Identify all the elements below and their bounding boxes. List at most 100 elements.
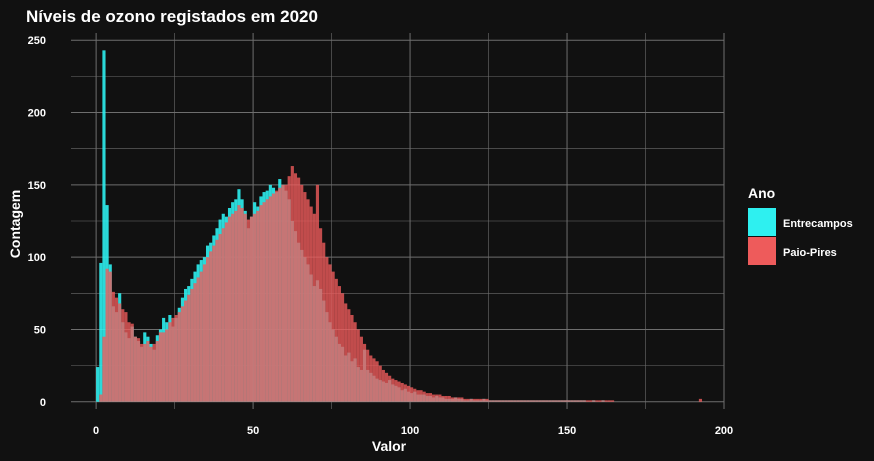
bar-paio-pires — [278, 187, 282, 402]
legend-swatch-entrecampos — [748, 208, 776, 236]
x-tick-label: 100 — [401, 425, 419, 437]
bar-paio-pires — [143, 343, 147, 402]
bar-paio-pires — [444, 395, 448, 402]
bar-paio-pires — [162, 332, 166, 402]
bar-paio-pires — [130, 323, 134, 402]
bar-paio-pires — [136, 338, 141, 402]
bar-paio-pires — [359, 336, 363, 402]
bar-entrecampos — [99, 262, 103, 402]
bar-paio-pires — [353, 322, 357, 402]
bar-paio-pires — [331, 271, 335, 402]
bar-paio-pires — [532, 400, 536, 402]
bar-paio-pires — [501, 400, 505, 402]
bar-paio-pires — [171, 317, 175, 402]
bar-paio-pires — [381, 369, 385, 402]
bar-paio-pires — [567, 400, 571, 402]
bar-paio-pires — [187, 294, 191, 402]
bar-paio-pires — [319, 228, 323, 402]
bar-paio-pires — [224, 222, 228, 402]
bar-paio-pires — [344, 303, 348, 402]
bar-paio-pires — [582, 400, 586, 402]
bar-paio-pires — [281, 184, 285, 402]
bar-paio-pires — [347, 309, 351, 402]
bar-paio-pires — [482, 398, 486, 402]
bar-paio-pires — [388, 375, 392, 402]
bar-paio-pires — [460, 397, 464, 402]
bar-paio-pires — [466, 398, 470, 402]
bar-paio-pires — [328, 264, 332, 402]
y-tick-label: 200 — [28, 108, 46, 120]
bar-paio-pires — [234, 210, 238, 402]
bar-paio-pires — [601, 400, 605, 402]
bar-paio-pires — [334, 278, 338, 402]
bar-paio-pires — [99, 394, 103, 402]
bar-paio-pires — [551, 400, 555, 402]
bar-paio-pires — [570, 400, 574, 402]
y-tick-label: 100 — [28, 252, 46, 264]
bar-paio-pires — [246, 219, 250, 402]
bar-paio-pires — [293, 173, 298, 402]
bar-paio-pires — [607, 400, 611, 402]
bar-entrecampos — [96, 367, 100, 402]
bar-paio-pires — [589, 400, 593, 402]
bar-paio-pires — [227, 216, 232, 402]
bar-paio-pires — [312, 213, 316, 402]
bar-paio-pires — [369, 355, 373, 402]
bar-paio-pires — [196, 277, 200, 402]
bar-paio-pires — [384, 372, 389, 402]
bar-paio-pires — [221, 228, 225, 402]
bar-paio-pires — [610, 400, 615, 402]
bar-paio-pires — [435, 394, 439, 402]
bar-paio-pires — [479, 398, 483, 402]
bar-paio-pires — [422, 391, 426, 402]
bar-paio-pires — [140, 343, 144, 402]
bar-paio-pires — [127, 322, 131, 402]
x-tick-label: 50 — [247, 425, 259, 437]
bar-paio-pires — [271, 193, 276, 402]
bar-paio-pires — [190, 288, 194, 402]
bar-paio-pires — [598, 400, 602, 402]
bar-paio-pires — [378, 365, 382, 402]
y-tick-label: 50 — [34, 324, 46, 336]
bar-paio-pires — [275, 190, 279, 402]
bar-paio-pires — [529, 400, 533, 402]
bar-paio-pires — [362, 343, 367, 402]
x-tick-label: 200 — [715, 425, 733, 437]
bar-paio-pires — [548, 400, 552, 402]
bar-paio-pires — [177, 312, 181, 402]
bar-paio-pires — [410, 387, 414, 402]
bar-paio-pires — [287, 176, 291, 402]
bar-paio-pires — [124, 312, 128, 402]
y-axis-ticks: 0 50 100 150 200 250 — [28, 35, 46, 409]
bar-paio-pires — [463, 398, 467, 402]
bar-paio-pires — [303, 192, 307, 402]
bar-paio-pires — [475, 398, 480, 402]
bar-paio-pires — [212, 245, 216, 402]
bar-paio-pires — [497, 400, 502, 402]
legend-title: Ano — [748, 185, 775, 201]
bar-paio-pires — [209, 251, 213, 402]
bar-paio-pires — [133, 336, 137, 402]
bar-paio-pires — [300, 184, 304, 402]
bar-paio-pires — [595, 400, 599, 402]
bar-paio-pires — [523, 400, 527, 402]
bar-paio-pires — [698, 398, 703, 402]
bar-paio-pires — [218, 234, 222, 402]
bar-paio-pires — [290, 166, 294, 402]
legend-label-paio-pires: Paio-Pires — [783, 247, 837, 259]
bar-paio-pires — [253, 213, 257, 402]
bar-paio-pires — [545, 400, 549, 402]
bar-entrecampos — [102, 50, 106, 402]
bar-paio-pires — [375, 361, 379, 402]
bar-paio-pires — [516, 400, 520, 402]
bar-paio-pires — [180, 306, 185, 402]
bar-paio-pires — [391, 378, 395, 402]
bar-paio-pires — [372, 358, 376, 402]
bar-paio-pires — [256, 210, 260, 402]
bar-paio-pires — [249, 216, 254, 402]
bar-paio-pires — [432, 394, 436, 402]
bar-paio-pires — [165, 329, 169, 402]
bar-paio-pires — [215, 239, 219, 402]
bar-paio-pires — [441, 395, 445, 402]
